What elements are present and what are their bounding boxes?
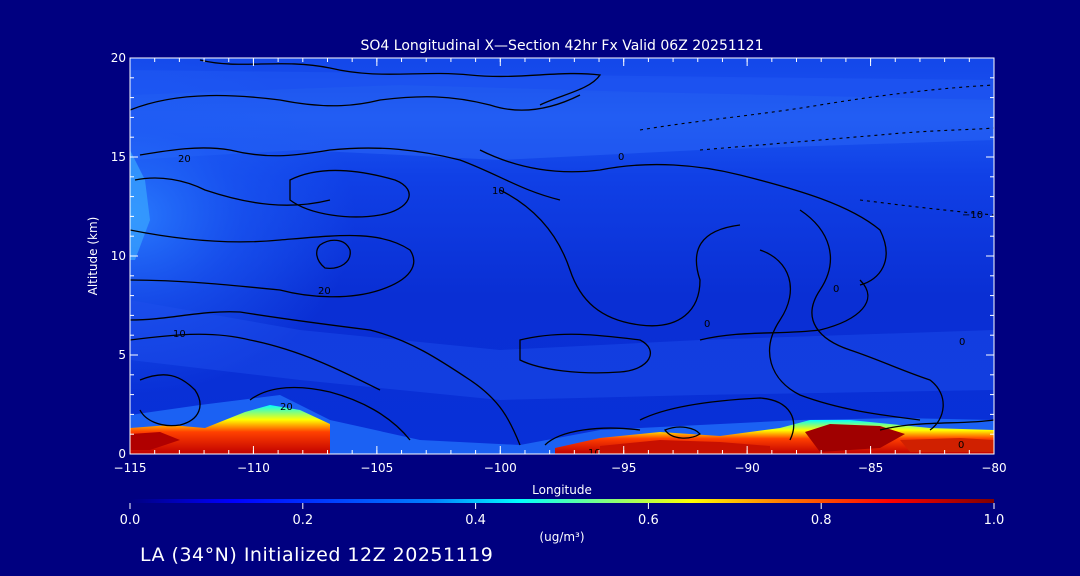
plume-left — [130, 405, 330, 454]
contour-label: 0 — [618, 152, 624, 163]
colorbar — [130, 499, 994, 503]
y-tick-label: 0 — [118, 447, 126, 461]
x-axis: −115 −110 −105 −100 −95 −90 −85 −80 — [114, 58, 1007, 475]
contour-label: 20 — [178, 154, 191, 165]
contour-label: 10 — [588, 448, 601, 459]
colorbar-tick-label: 0.2 — [292, 513, 313, 528]
x-tick-label: −85 — [858, 461, 883, 475]
colorbar-tick-label: 0.8 — [811, 513, 832, 528]
colorbar-tick-label: 0.4 — [465, 513, 486, 528]
colorbar-tick-label: 0.0 — [120, 513, 141, 528]
x-tick-label: −115 — [114, 461, 147, 475]
x-tick-label: −95 — [611, 461, 636, 475]
chart-title: SO4 Longitudinal X—Section 42hr Fx Valid… — [361, 38, 764, 54]
y-axis: 0 5 10 15 20 — [111, 51, 994, 461]
colorbar-ticks: 0.0 0.2 0.4 0.6 0.8 1.0 — [120, 503, 1005, 528]
y-tick-label: 10 — [111, 249, 126, 263]
colorbar-unit-label: (ug/m³) — [539, 530, 584, 544]
y-axis-label: Altitude (km) — [86, 217, 100, 296]
colorbar-tick-label: 1.0 — [984, 513, 1005, 528]
x-tick-label: −90 — [734, 461, 759, 475]
contour-label: 0 — [833, 284, 839, 295]
contour-label: 0 — [704, 319, 710, 330]
colorbar-tick-label: 0.6 — [638, 513, 659, 528]
plume-right-core2 — [805, 424, 905, 452]
contour-lines — [130, 59, 994, 446]
plot-area: 20 20 20 10 10 10 0 0 0 0 0 −10 — [130, 58, 994, 459]
plume-left-core — [130, 432, 180, 450]
field-left-glow — [130, 58, 630, 454]
x-tick-label: −105 — [360, 461, 393, 475]
contour-label: 0 — [958, 440, 964, 451]
x-tick-label: −100 — [484, 461, 517, 475]
contour-label-group: 20 20 20 10 10 10 0 0 0 0 0 −10 — [173, 152, 983, 459]
contour-label: 10 — [492, 186, 505, 197]
x-axis-label: Longitude — [532, 483, 592, 497]
y-tick-label: 5 — [118, 348, 126, 362]
contour-label: 20 — [318, 286, 331, 297]
contour-label: 20 — [280, 402, 293, 413]
x-tick-label: −110 — [237, 461, 270, 475]
contour-label: 10 — [173, 329, 186, 340]
y-tick-label: 15 — [111, 150, 126, 164]
contour-label: −10 — [962, 210, 983, 221]
y-tick-label: 20 — [111, 51, 126, 65]
contour-label: 0 — [959, 337, 965, 348]
plume-right-core3 — [900, 438, 994, 452]
field-mid-band — [130, 300, 994, 400]
plume-right-core1 — [600, 440, 770, 454]
x-tick-label: −80 — [981, 461, 1006, 475]
footer-caption: LA (34°N) Initialized 12Z 20251119 — [140, 544, 493, 566]
